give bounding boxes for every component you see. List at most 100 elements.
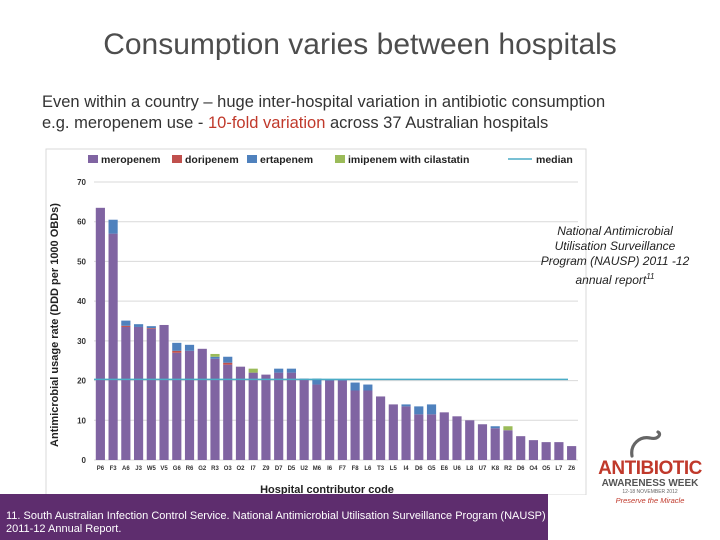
bar-segment-meropenem — [452, 416, 462, 460]
x-tick-label: L6 — [364, 466, 372, 472]
bar-segment-ertapenem — [223, 356, 233, 363]
x-tick-label: I7 — [251, 466, 257, 472]
bar-segment-meropenem — [172, 352, 182, 460]
bar-segment-meropenem — [235, 366, 246, 460]
legend-label-doripenem: doripenem — [185, 154, 239, 166]
bar-segment-imipenem — [248, 368, 258, 373]
bar-segment-meropenem — [503, 430, 513, 460]
bar-segment-doripenem — [121, 325, 131, 327]
bar-segment-ertapenem — [426, 404, 437, 415]
bar-segment-ertapenem — [184, 344, 195, 351]
x-tick-label: R6 — [186, 466, 194, 472]
x-tick-label: L5 — [390, 466, 398, 472]
bar-segment-meropenem — [439, 412, 449, 460]
subtitle-line-2-pre: e.g. meropenem use - — [42, 114, 208, 132]
bar-segment-meropenem — [325, 380, 335, 460]
x-tick-label: V5 — [160, 466, 168, 472]
x-tick-label: G6 — [173, 466, 182, 472]
x-tick-label: U6 — [453, 466, 461, 472]
x-tick-label: R2 — [504, 466, 512, 472]
bar-segment-meropenem — [312, 384, 322, 460]
x-tick-label: G5 — [428, 466, 437, 472]
y-axis: 0 10 20 30 40 50 60 70 — [77, 178, 86, 465]
bar-segment-meropenem — [414, 414, 424, 460]
chart-legend: meropenem doripenem ertapenem imipenem with… — [88, 154, 573, 166]
x-tick-label: I6 — [327, 466, 333, 472]
bar-segment-ertapenem — [146, 326, 156, 329]
bar-segment-meropenem — [146, 328, 156, 460]
x-tick-label: D6 — [517, 466, 525, 472]
bar-segment-meropenem — [337, 380, 347, 460]
x-tick-label: D5 — [288, 466, 296, 472]
bar-segment-meropenem — [286, 372, 297, 460]
bar-segment-meropenem — [401, 406, 411, 460]
bar-segment-meropenem — [121, 326, 131, 460]
x-tick-label: Z9 — [262, 466, 270, 472]
bar-segment-meropenem — [477, 424, 488, 460]
y-tick-label: 50 — [77, 257, 86, 266]
y-axis-label: Antimicrobial usage rate (DDD per 1000 O… — [49, 203, 61, 447]
bar-segment-doripenem — [223, 362, 233, 365]
bar-segment-ertapenem — [133, 324, 144, 327]
chart-citation: National Antimicrobial Utilisation Surve… — [540, 224, 690, 288]
bar-segment-meropenem — [375, 396, 386, 460]
y-tick-label: 70 — [77, 178, 86, 187]
x-tick-label: F3 — [110, 466, 118, 472]
bar-segment-meropenem — [554, 442, 564, 460]
citation-text: National Antimicrobial Utilisation Surve… — [540, 224, 690, 287]
subtitle-line-1: Even within a country – huge inter-hospi… — [42, 93, 606, 111]
x-tick-label: O3 — [224, 466, 233, 472]
bar-segment-ertapenem — [172, 342, 182, 351]
bar-segment-meropenem — [465, 420, 475, 460]
x-tick-label: E6 — [441, 466, 449, 472]
bar-segment-ertapenem — [274, 368, 284, 373]
bar-segment-meropenem — [159, 324, 169, 460]
bar-segment-meropenem — [108, 233, 118, 460]
bar-segment-ertapenem — [121, 320, 131, 326]
bar-segment-imipenem — [210, 353, 220, 357]
antibiotic-awareness-week-logo: ANTIBIOTIC AWARENESS WEEK 12-18 NOVEMBER… — [586, 430, 714, 520]
y-tick-label: 40 — [77, 297, 86, 306]
x-tick-label: R3 — [211, 466, 219, 472]
bar-segment-meropenem — [184, 350, 195, 460]
x-tick-label: L8 — [466, 466, 474, 472]
footer-reference: 11. South Australian Infection Control S… — [0, 494, 548, 540]
bar-segment-ertapenem — [350, 382, 360, 391]
bar-segment-meropenem — [261, 374, 271, 460]
bar-segment-ertapenem — [312, 378, 322, 385]
legend-swatch-imipenem — [335, 155, 345, 163]
x-tick-label: U7 — [479, 466, 487, 472]
y-tick-label: 60 — [77, 218, 86, 227]
bar-segment-meropenem — [274, 372, 284, 460]
logo-subtitle: AWARENESS WEEK — [601, 478, 699, 489]
subtitle-line-2-post: across 37 Australian hospitals — [325, 114, 549, 132]
slide-title: Consumption varies between hospitals — [103, 28, 617, 61]
bar-segment-meropenem — [133, 326, 144, 460]
bar-segment-meropenem — [541, 442, 551, 460]
x-tick-label: W5 — [147, 466, 157, 472]
bar-segment-meropenem — [516, 436, 526, 460]
y-tick-label: 20 — [77, 377, 86, 386]
legend-swatch-doripenem — [172, 155, 182, 163]
bar-segment-ertapenem — [414, 406, 424, 415]
bar-segment-meropenem — [95, 207, 105, 460]
bar-segment-meropenem — [426, 414, 437, 460]
bar-segment-meropenem — [197, 348, 207, 460]
bar-segment-ertapenem — [490, 426, 500, 429]
x-tick-label: O4 — [529, 466, 538, 472]
chart: meropenem doripenem ertapenem imipenem with… — [45, 148, 587, 495]
bar-segment-doripenem — [146, 328, 156, 329]
chart-bars — [95, 207, 577, 460]
bar-segment-meropenem — [350, 390, 360, 460]
legend-label-median: median — [536, 154, 573, 166]
logo-dates: 12-18 NOVEMBER 2012 — [622, 489, 678, 495]
bar-segment-meropenem — [490, 428, 500, 460]
x-tick-label: J3 — [135, 466, 142, 472]
bar-segment-meropenem — [567, 446, 577, 460]
slide-subtitle: Even within a country – huge inter-hospi… — [42, 92, 692, 134]
x-tick-label: O2 — [236, 466, 245, 472]
legend-swatch-ertapenem — [247, 155, 257, 163]
bar-segment-ertapenem — [108, 219, 118, 234]
x-tick-label: I4 — [404, 466, 410, 472]
bar-segment-imipenem — [503, 426, 513, 431]
